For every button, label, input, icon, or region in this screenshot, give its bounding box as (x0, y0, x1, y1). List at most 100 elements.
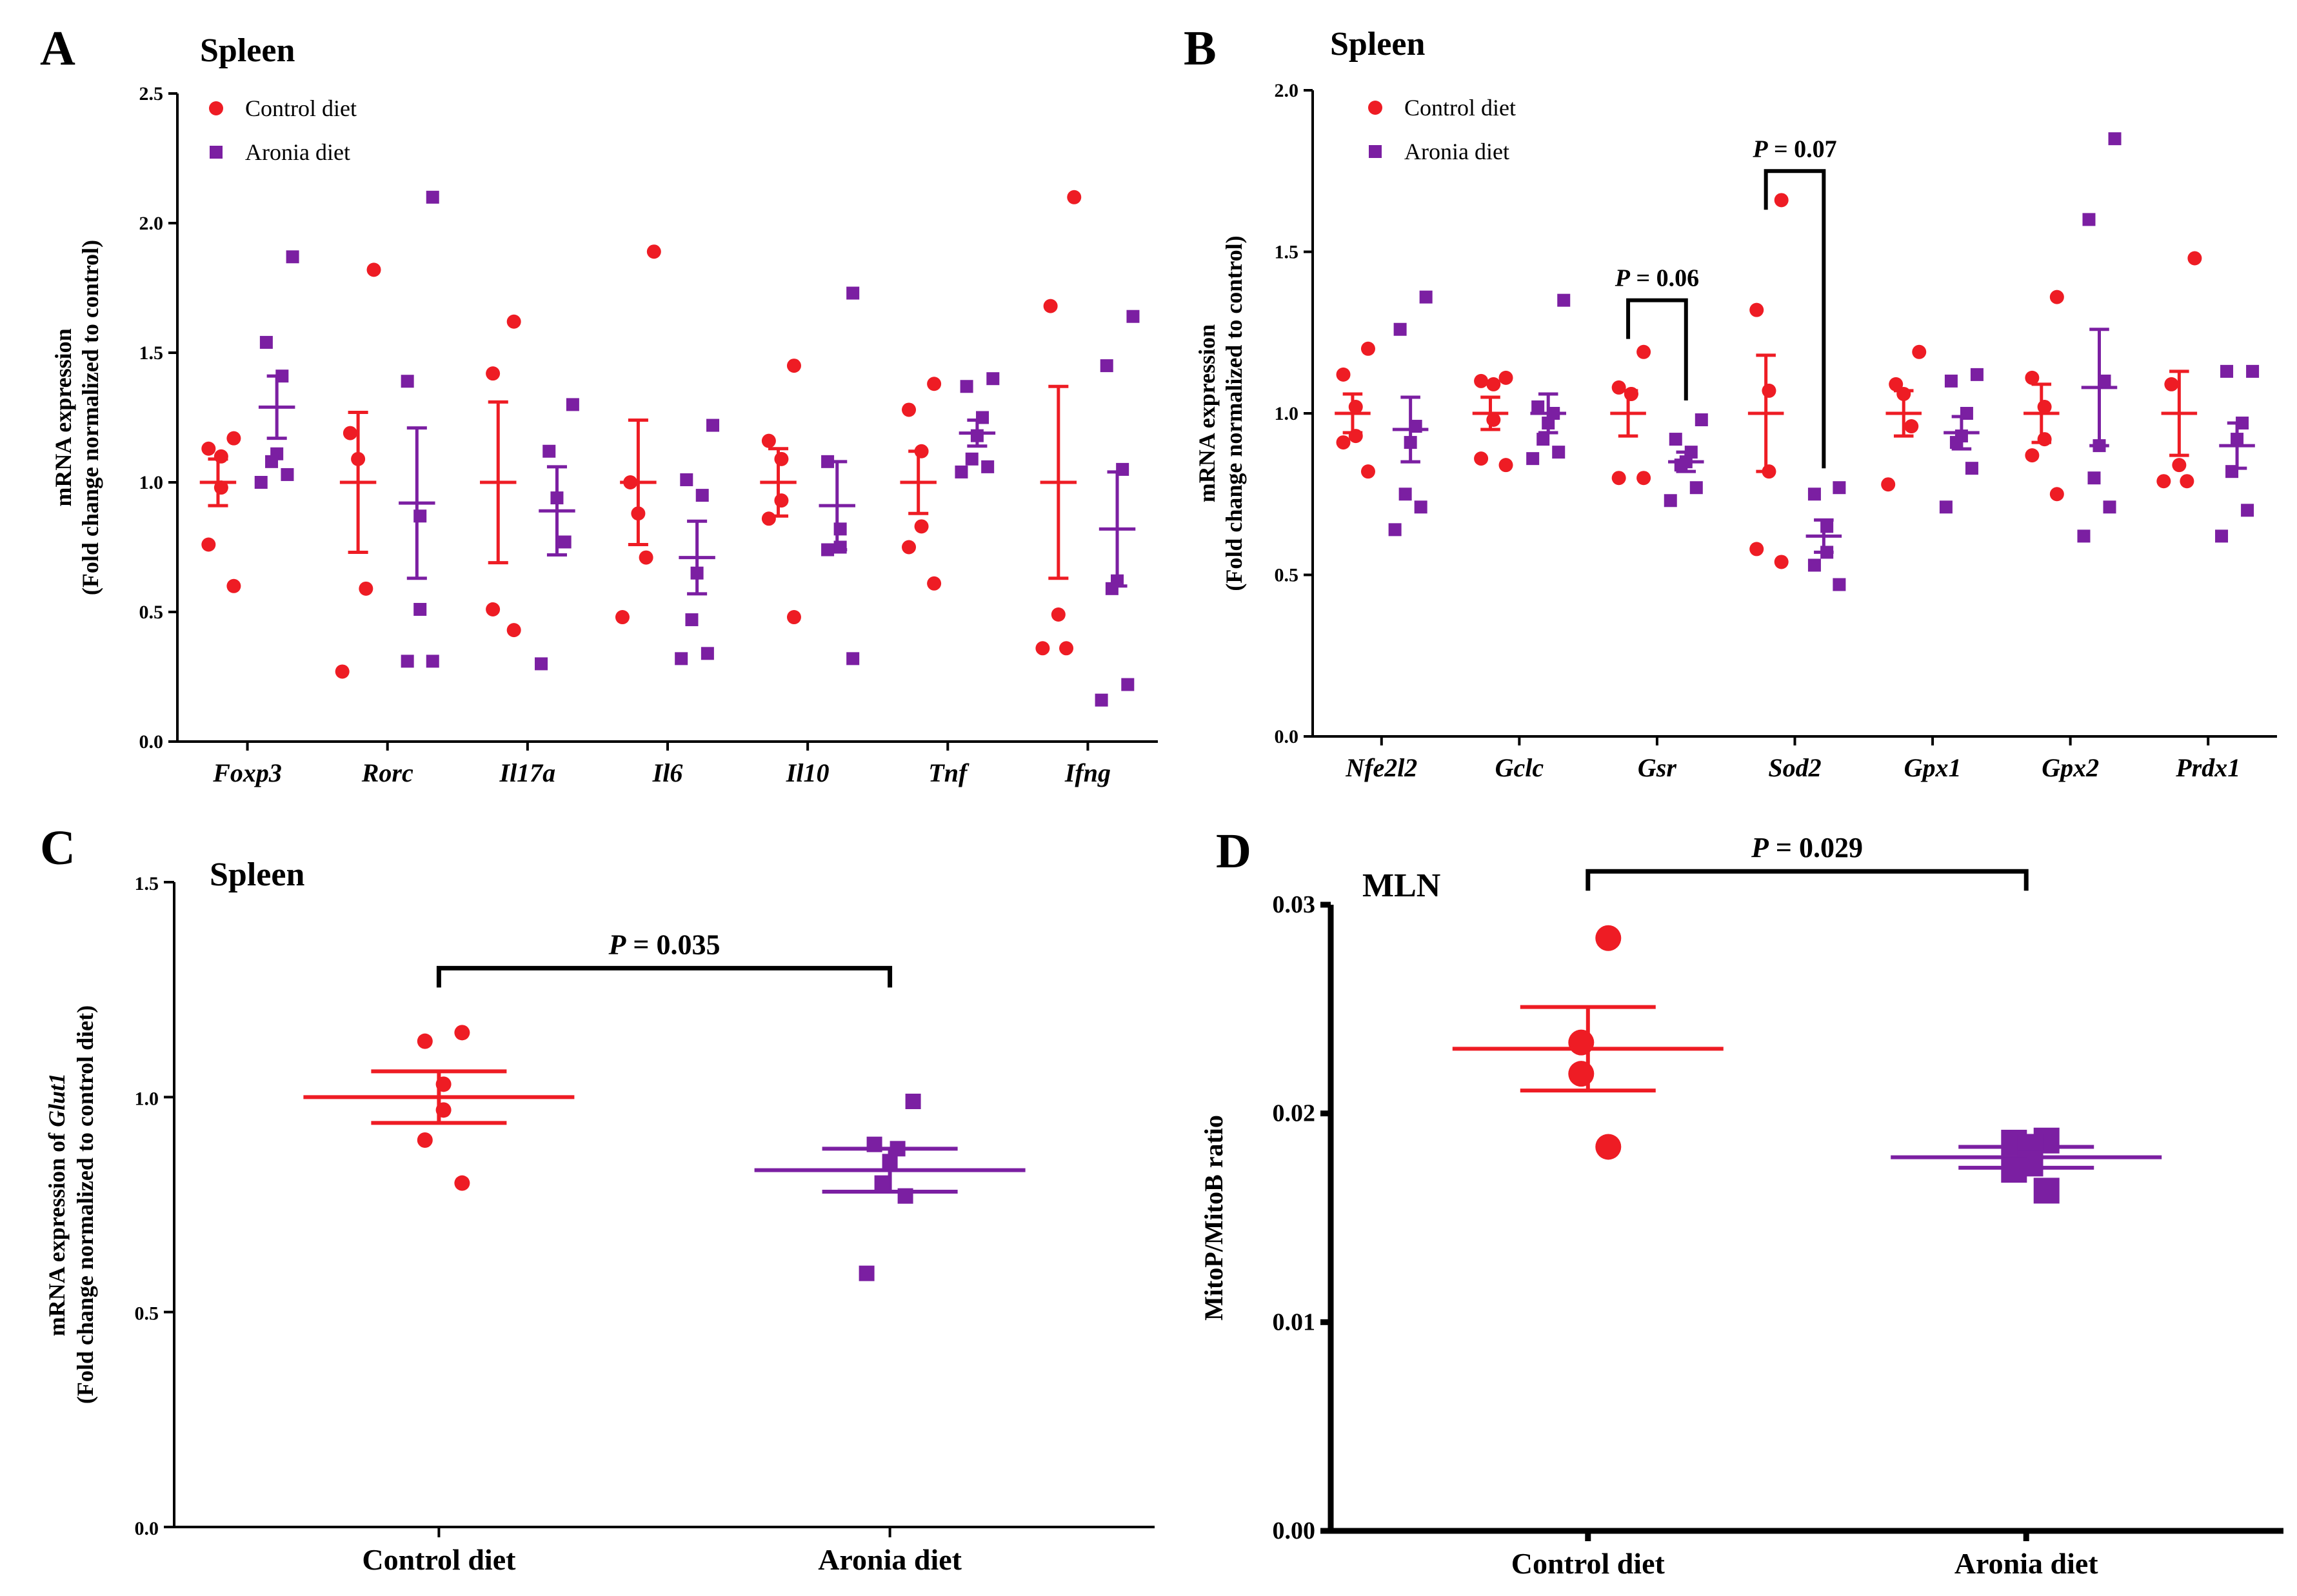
control-point (2164, 377, 2179, 391)
control-point (1498, 458, 1513, 473)
control-point (1896, 386, 1911, 401)
y-axis-title: mRNA expression of Glut1 (44, 1073, 70, 1336)
control-point (1749, 302, 1764, 317)
aronia-point (2108, 132, 2122, 146)
aronia-point (1944, 374, 1958, 388)
panel-a: 0.0 0.5 1.0 1.5 2.0 2.5 Foxp3 Rorc Il17a Il6 Il10 T… (40, 21, 1158, 787)
aronia-point (1095, 693, 1108, 707)
panel-letter: D (1216, 824, 1251, 878)
aronia-point (2077, 529, 2091, 543)
x-tick-label: Gpx2 (2042, 753, 2099, 782)
control-point (927, 576, 942, 591)
aronia-point (981, 460, 995, 473)
x-tick-label: Prdx1 (2175, 753, 2240, 782)
aronia-point (859, 1265, 875, 1281)
aronia-point (680, 473, 693, 486)
x-tick-label: Nfe2l2 (1345, 753, 1417, 782)
legend-control-label: Control diet (245, 95, 357, 121)
significance-bracket (1764, 169, 1826, 469)
y-axis-title: mRNA expression (50, 328, 76, 506)
control-point (2037, 432, 2052, 447)
aronia-point (1674, 458, 1687, 472)
control-point (2049, 487, 2064, 502)
aronia-point (1105, 582, 1119, 595)
panel-title: Spleen (1330, 26, 1425, 63)
control-point (506, 623, 521, 638)
y-tick-label: 0.02 (1273, 1100, 1316, 1127)
control-point (1498, 370, 1513, 385)
control-point (1611, 380, 1626, 395)
x-tick-label: Rorc (361, 758, 413, 787)
significance-bracket (1626, 298, 1688, 401)
control-point (631, 506, 646, 521)
aronia-point (1689, 481, 1703, 495)
aronia-point (1419, 290, 1433, 304)
aronia-point (426, 190, 439, 204)
y-tick-label: 2.0 (1275, 80, 1299, 101)
aronia-point (846, 652, 860, 665)
x-tick-label: Tnf (928, 758, 970, 787)
control-point (1749, 542, 1764, 557)
y-tick-label: 0.0 (1275, 726, 1299, 747)
control-point (1568, 1029, 1595, 1056)
aronia-point (846, 286, 860, 300)
control-point (486, 366, 501, 381)
y-tick-label: 1.0 (1275, 403, 1299, 424)
aronia-point (265, 455, 279, 468)
aronia-point (259, 335, 273, 349)
control-point (2156, 474, 2171, 489)
aronia-point (1531, 400, 1545, 413)
aronia-point (821, 543, 835, 557)
aronia-point (1547, 407, 1560, 420)
control-point (1595, 1134, 1622, 1160)
panel-title: Spleen (210, 856, 304, 893)
x-tick-label: Il10 (786, 758, 830, 787)
aronia-point (882, 1154, 898, 1170)
aronia-point (1100, 359, 1113, 373)
aronia-point (833, 540, 847, 554)
control-point (1486, 377, 1501, 391)
aronia-point (2082, 213, 2096, 226)
aronia-point (1820, 520, 1834, 533)
control-point (1762, 383, 1776, 398)
aronia-point (2236, 417, 2249, 430)
significance-bracket (436, 965, 893, 988)
y-tick-label: 1.5 (139, 342, 164, 364)
aronia-point (965, 452, 979, 466)
aronia-point (2231, 433, 2244, 446)
aronia-point (1970, 368, 1984, 381)
aronia-point (1542, 417, 1555, 430)
control-point (1336, 435, 1351, 450)
aronia-point (1833, 578, 1846, 591)
control-point (1912, 344, 1927, 359)
aronia-point (685, 613, 699, 627)
significance-bracket (1586, 869, 2029, 891)
aronia-point (2001, 1157, 2027, 1183)
x-tick-label: Foxp3 (212, 758, 282, 787)
control-point (2049, 290, 2064, 304)
aronia-point (866, 1136, 882, 1152)
y-axis-subtitle: (Fold change normalized to control) (77, 240, 103, 595)
aronia-point (1557, 293, 1571, 307)
aronia-point (1388, 523, 1402, 537)
y-tick-label: 1.5 (135, 873, 159, 894)
control-point (486, 602, 501, 616)
aronia-point (1116, 462, 1129, 476)
y-tick-label: 1.0 (135, 1088, 159, 1109)
control-point (214, 449, 228, 464)
aronia-point (566, 398, 579, 411)
y-tick-label: 0.5 (1275, 565, 1299, 586)
legend-aronia-marker (1369, 145, 1382, 158)
aronia-point (690, 566, 704, 580)
control-point (914, 444, 929, 458)
y-tick-label: 0.01 (1273, 1308, 1316, 1335)
control-point (435, 1102, 452, 1118)
x-tick-label: Sod2 (1768, 753, 1821, 782)
y-tick-label: 2.5 (139, 83, 164, 104)
control-point (1611, 471, 1626, 486)
panel-letter: A (40, 21, 75, 75)
y-tick-label: 1.5 (1275, 242, 1299, 263)
p-value-label: P = 0.06 (1615, 265, 1699, 292)
control-point (454, 1175, 470, 1191)
aronia-point (821, 455, 835, 468)
